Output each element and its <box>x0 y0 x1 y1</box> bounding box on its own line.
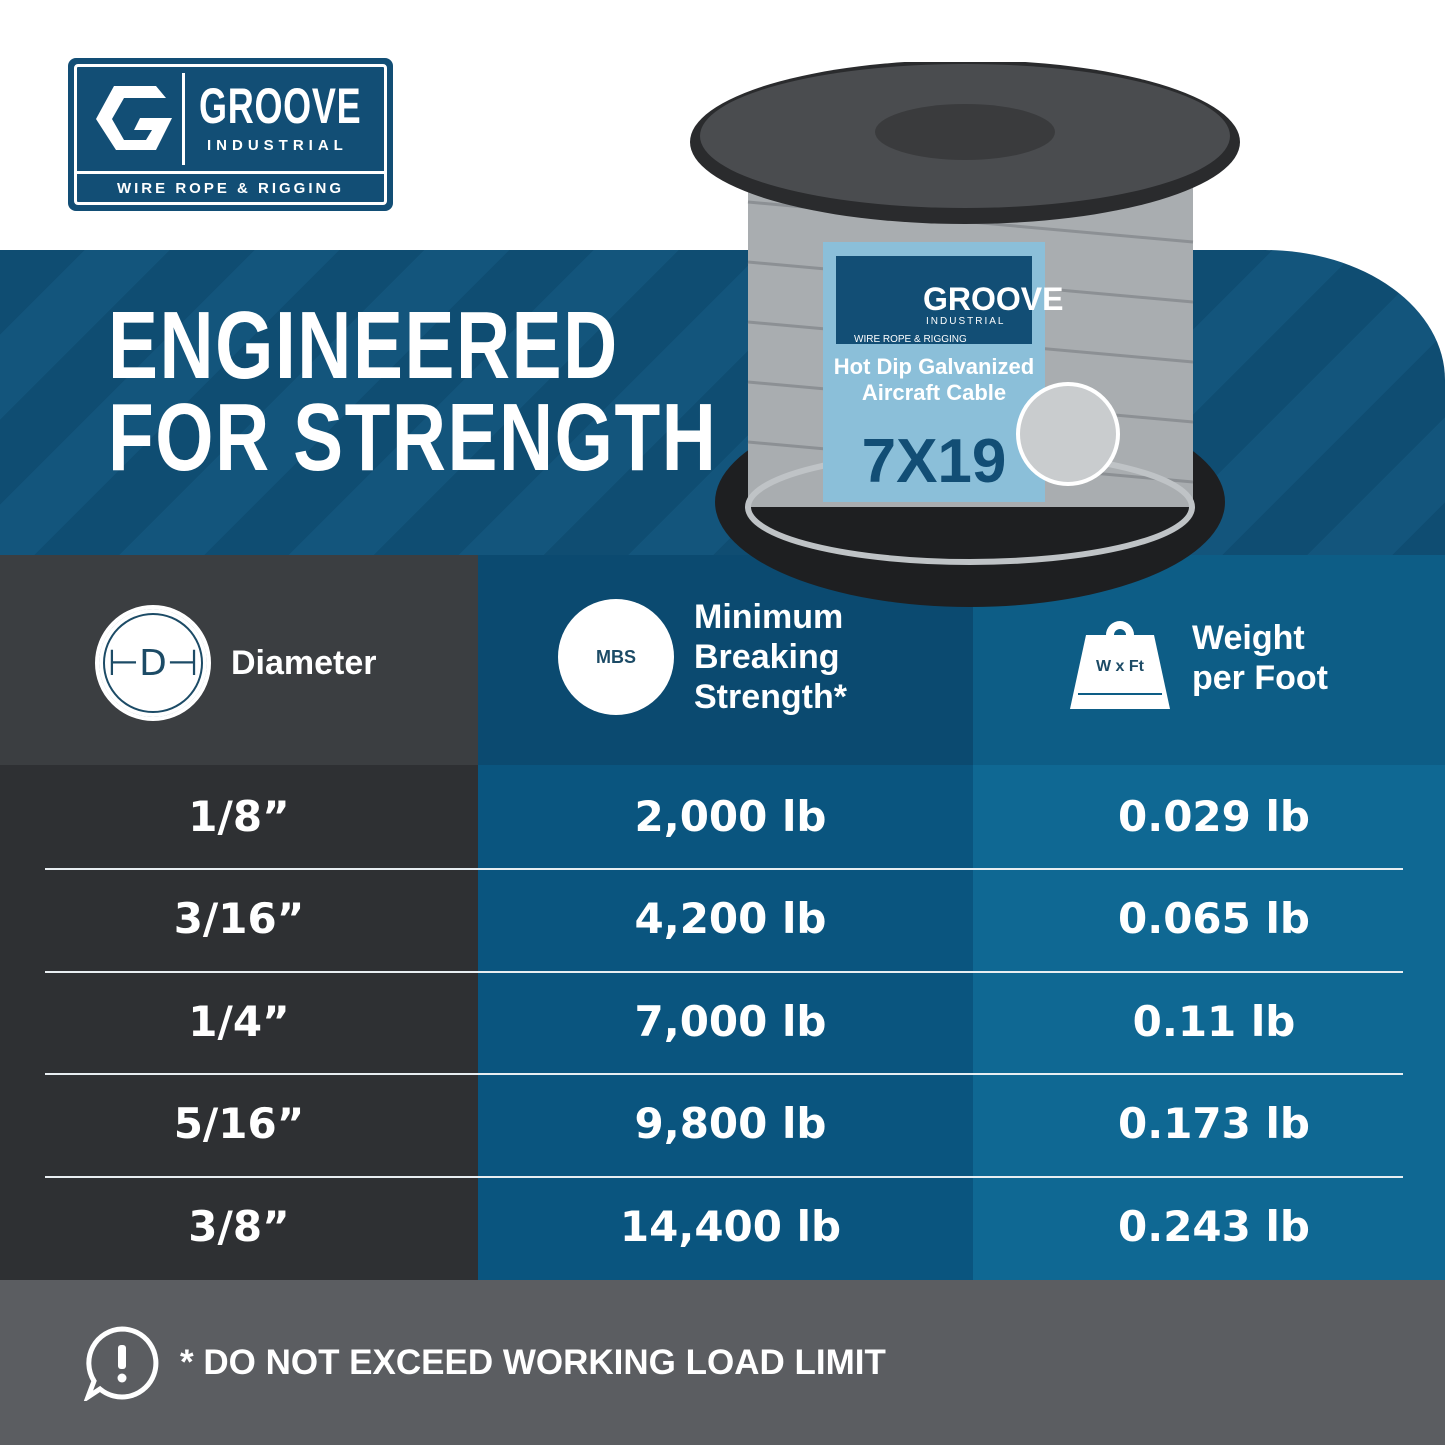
headline-line1: ENGINEERED <box>108 292 619 399</box>
weight-cell: 0.173 lb <box>1118 1099 1310 1148</box>
table-row: 3/8” 14,400 lb 0.243 lb <box>0 1175 1445 1277</box>
weight-cell: 0.243 lb <box>1118 1201 1310 1251</box>
diameter-cell: 3/16” <box>173 894 305 943</box>
row-divider <box>45 970 1403 973</box>
weight-icon: W x Ft <box>1070 621 1170 709</box>
column-diameter: ⊢D⊣ Diameter <box>0 555 478 1280</box>
header-label: Diameter <box>231 644 377 682</box>
svg-text:Hot Dip Galvanized: Hot Dip Galvanized <box>834 354 1034 379</box>
header-weight: W x Ft Weight per Foot <box>1068 605 1328 711</box>
mbs-cell: 7,000 lb <box>634 996 827 1046</box>
svg-text:7X19: 7X19 <box>862 427 1007 496</box>
mbs-cell: 4,200 lb <box>634 894 827 943</box>
mbs-cell: 14,400 lb <box>619 1201 842 1251</box>
svg-text:GROOVE: GROOVE <box>923 281 1063 317</box>
brand-logo: GROOVE INDUSTRIAL WIRE ROPE & RIGGING <box>68 58 393 211</box>
table-row: 3/16” 4,200 lb 0.065 lb <box>0 868 1445 970</box>
mbs-icon: MBS <box>558 599 674 715</box>
logo-tagline: WIRE ROPE & RIGGING <box>77 171 384 197</box>
g-logo-icon <box>85 73 185 165</box>
headline: ENGINEERED FOR STRENGTH <box>108 292 718 491</box>
diameter-cell: 3/8” <box>188 1201 290 1251</box>
weight-cell: 0.065 lb <box>1118 894 1310 943</box>
mbs-cell: 9,800 lb <box>634 1099 827 1148</box>
weight-cell: 0.11 lb <box>1132 996 1296 1046</box>
headline-line2: FOR STRENGTH <box>108 384 718 491</box>
diameter-icon: ⊢D⊣ <box>95 605 211 721</box>
column-weight: W x Ft Weight per Foot <box>973 555 1445 1280</box>
logo-brand: GROOVE <box>199 78 362 134</box>
svg-text:WIRE ROPE & RIGGING: WIRE ROPE & RIGGING <box>854 334 967 345</box>
svg-text:Aircraft Cable: Aircraft Cable <box>862 380 1006 405</box>
header-mbs: MBS Minimum Breaking Strength* <box>558 597 847 717</box>
alert-speech-icon <box>83 1325 159 1401</box>
column-mbs: MBS Minimum Breaking Strength* <box>478 555 973 1280</box>
table-row: 1/8” 2,000 lb 0.029 lb <box>0 765 1445 867</box>
logo-sub: INDUSTRIAL <box>207 137 348 154</box>
footer-text: * DO NOT EXCEED WORKING LOAD LIMIT <box>180 1342 886 1382</box>
header-diameter: ⊢D⊣ Diameter <box>95 605 377 721</box>
row-divider <box>45 1073 1403 1075</box>
weight-cell: 0.029 lb <box>1118 791 1310 841</box>
row-divider <box>45 1175 1403 1178</box>
diameter-cell: 5/16” <box>173 1099 305 1148</box>
table-row: 5/16” 9,800 lb 0.173 lb <box>0 1073 1445 1175</box>
diameter-cell: 1/4” <box>188 996 290 1046</box>
svg-text:W x Ft: W x Ft <box>1096 658 1145 675</box>
svg-text:INDUSTRIAL: INDUSTRIAL <box>926 316 1005 327</box>
cable-spool-image: GROOVE INDUSTRIAL WIRE ROPE & RIGGING Ho… <box>690 62 1240 607</box>
row-divider <box>45 868 1403 870</box>
diameter-cell: 1/8” <box>188 791 290 841</box>
table-row: 1/4” 7,000 lb 0.11 lb <box>0 970 1445 1072</box>
mbs-cell: 2,000 lb <box>634 791 827 841</box>
footer-note: * DO NOT EXCEED WORKING LOAD LIMIT <box>0 1280 1445 1445</box>
